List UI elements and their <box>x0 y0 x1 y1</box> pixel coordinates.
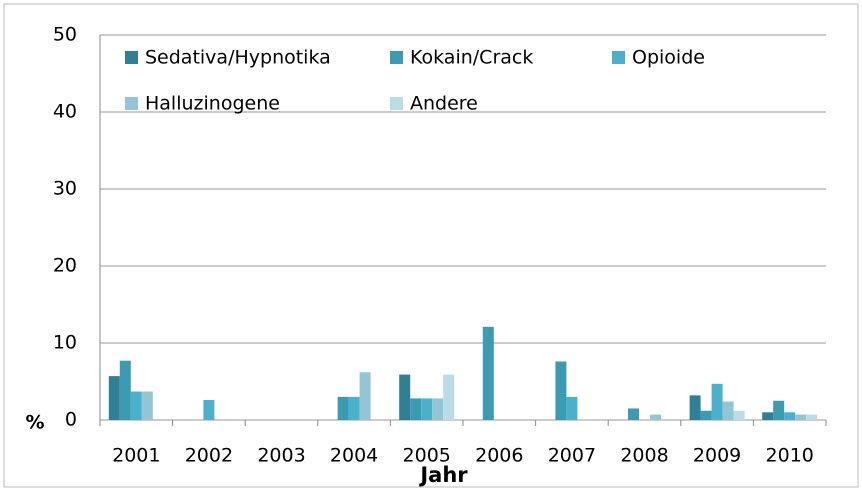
y-tick-label: 20 <box>53 255 77 277</box>
bar <box>410 398 422 420</box>
bar <box>482 326 494 420</box>
bar <box>784 412 796 420</box>
legend-label: Kokain/Crack <box>410 47 533 69</box>
bar <box>348 396 360 420</box>
bar <box>762 412 774 420</box>
y-tick-label: 0 <box>65 409 77 431</box>
bar <box>722 401 734 420</box>
bar <box>359 372 371 420</box>
legend-label: Opioide <box>632 47 705 69</box>
x-tick-label: 2009 <box>693 445 741 467</box>
bar <box>421 398 433 420</box>
x-tick-label: 2002 <box>185 445 233 467</box>
bar <box>141 391 153 420</box>
y-tick-label: 40 <box>53 101 77 123</box>
legend-swatch <box>390 97 403 110</box>
x-tick-label: 2006 <box>475 445 523 467</box>
bar <box>628 408 639 420</box>
bar <box>795 414 807 420</box>
bar <box>806 414 818 420</box>
bar <box>711 383 723 420</box>
x-tick-label: 2007 <box>548 445 596 467</box>
legend-swatch <box>612 51 625 64</box>
x-tick-label: 2010 <box>766 445 814 467</box>
bar <box>130 391 142 420</box>
bar <box>337 396 349 420</box>
legend-swatch <box>125 97 138 110</box>
y-tick-label: 10 <box>53 332 77 354</box>
legend-swatch <box>390 51 403 64</box>
legend-label: Sedativa/Hypnotika <box>145 47 331 69</box>
bar <box>399 374 411 420</box>
legend-label: Andere <box>410 93 478 115</box>
bar <box>700 410 712 420</box>
bar <box>566 396 578 420</box>
bar <box>689 395 701 420</box>
bar <box>773 400 785 420</box>
bar <box>108 376 120 420</box>
bar <box>119 360 131 420</box>
x-tick-label: 2008 <box>620 445 668 467</box>
bar <box>555 361 567 420</box>
y-tick-label: 30 <box>53 178 77 200</box>
x-tick-label: 2001 <box>112 445 160 467</box>
bar <box>650 414 661 420</box>
legend-swatch <box>125 51 138 64</box>
x-tick-label: 2005 <box>403 445 451 467</box>
y-tick-label: 50 <box>53 24 77 46</box>
bar <box>203 399 215 420</box>
y-axis-title: % <box>25 412 44 434</box>
chart-frame <box>3 3 859 488</box>
legend-label: Halluzinogene <box>145 93 280 115</box>
x-tick-label: 2004 <box>330 445 378 467</box>
bar <box>443 374 455 420</box>
bar <box>432 398 444 420</box>
x-tick-label: 2003 <box>257 445 305 467</box>
bar <box>733 410 745 420</box>
x-axis-title: Jahr <box>418 463 468 487</box>
